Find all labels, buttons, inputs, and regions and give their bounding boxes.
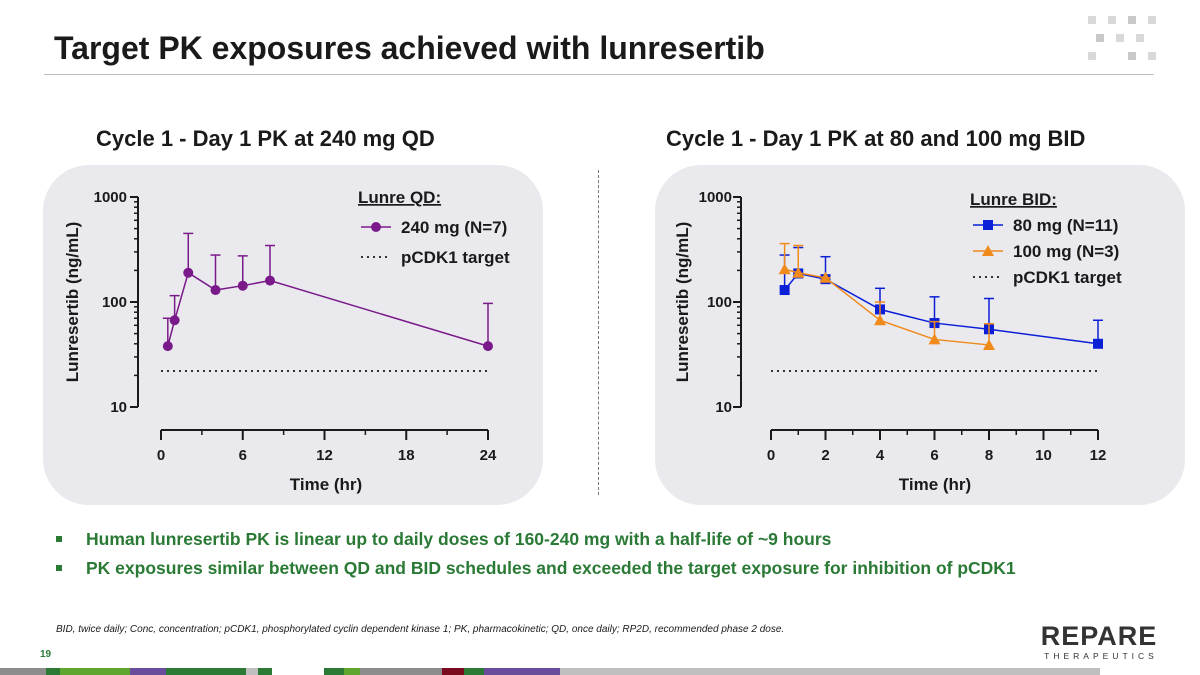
color-bar-segment xyxy=(344,668,360,675)
logo-subtitle: THERAPEUTICS xyxy=(1044,651,1158,661)
x-axis-label: Time (hr) xyxy=(290,475,362,494)
legend-reference: pCDK1 target xyxy=(361,248,510,267)
qd-pk-chart: Lunresertib (ng/mL) Time (hr) Lunre QD: … xyxy=(63,188,510,494)
page-number: 19 xyxy=(40,649,52,660)
color-bar-segment xyxy=(442,668,464,675)
x-tick-label: 10 xyxy=(1035,447,1052,464)
y-axis-label: Lunresertib (ng/mL) xyxy=(673,222,692,383)
data-point xyxy=(265,275,275,286)
data-point xyxy=(183,267,194,278)
y-tick-label: 100 xyxy=(102,294,127,311)
x-tick-label: 0 xyxy=(767,447,775,464)
data-point xyxy=(169,315,180,326)
color-bar-segment xyxy=(130,668,166,675)
x-tick-label: 12 xyxy=(316,447,333,464)
series-line xyxy=(784,268,990,346)
legend-series: 240 mg (N=7) xyxy=(361,218,507,237)
data-point xyxy=(1093,338,1103,349)
bullet-item: Human lunresertib PK is linear up to dai… xyxy=(56,525,1016,554)
data-point xyxy=(874,314,886,326)
abbreviations-footnote: BID, twice daily; Conc, concentration; p… xyxy=(56,624,785,635)
data-point xyxy=(928,333,941,345)
logo-wordmark: REPARE xyxy=(1040,621,1158,651)
legend-marker xyxy=(371,222,381,232)
bullet-item: PK exposures similar between QD and BID … xyxy=(56,554,1016,583)
footer-color-bar xyxy=(0,668,1200,675)
color-bar-segment xyxy=(166,668,246,675)
company-logo: REPARE THERAPEUTICS xyxy=(1040,622,1158,662)
legend-title: Lunre BID: xyxy=(970,190,1057,209)
x-tick-label: 24 xyxy=(480,447,497,464)
x-axis-label: Time (hr) xyxy=(899,475,971,494)
x-tick-label: 6 xyxy=(239,447,247,464)
legend-label: 240 mg (N=7) xyxy=(401,218,507,237)
y-axis-label: Lunresertib (ng/mL) xyxy=(63,222,82,383)
color-bar-segment xyxy=(258,668,272,675)
legend-label: pCDK1 target xyxy=(1013,268,1122,287)
y-tick-label: 10 xyxy=(110,399,127,416)
chart-1-title: Cycle 1 - Day 1 PK at 240 mg QD xyxy=(96,126,435,151)
legend-label: 80 mg (N=11) xyxy=(1013,216,1118,235)
page-title: Target PK exposures achieved with lunres… xyxy=(54,30,765,66)
data-point xyxy=(162,341,173,352)
color-bar-segment xyxy=(272,668,324,675)
data-point xyxy=(237,280,248,291)
x-tick-label: 8 xyxy=(985,447,993,464)
title-divider xyxy=(44,74,1154,75)
legend-label: pCDK1 target xyxy=(401,248,510,267)
data-point xyxy=(779,285,790,296)
bid-pk-chart: Lunresertib (ng/mL) Time (hr) Lunre BID:… xyxy=(673,189,1122,494)
color-bar-segment xyxy=(0,668,46,675)
x-tick-label: 6 xyxy=(930,447,938,464)
legend-title: Lunre QD: xyxy=(358,188,441,207)
x-tick-label: 4 xyxy=(876,447,885,464)
legend-reference: pCDK1 target xyxy=(973,268,1122,287)
data-point xyxy=(210,285,221,296)
x-tick-label: 18 xyxy=(398,447,415,464)
color-bar-segment xyxy=(324,668,344,675)
data-point xyxy=(792,266,805,278)
x-tick-label: 12 xyxy=(1090,447,1107,464)
data-point xyxy=(483,341,493,352)
color-bar-segment xyxy=(464,668,484,675)
y-tick-label: 1000 xyxy=(699,189,732,206)
data-point xyxy=(983,338,995,350)
decorative-dot-pattern xyxy=(1086,14,1162,64)
key-findings-list: Human lunresertib PK is linear up to dai… xyxy=(56,525,1016,583)
chart-1-panel xyxy=(43,165,543,505)
data-point xyxy=(778,263,791,275)
color-bar-segment xyxy=(484,668,560,675)
legend-series: 80 mg (N=11) 100 mg (N=3) xyxy=(973,216,1119,261)
x-tick-label: 2 xyxy=(821,447,829,464)
y-tick-label: 100 xyxy=(707,294,732,311)
color-bar-segment xyxy=(560,668,1100,675)
plot-area: 10 100 1000 0 2 4 6 8 10 12 xyxy=(699,189,1107,464)
legend-marker xyxy=(982,245,994,256)
plot-area: 10 100 1000 0 6 12 18 24 xyxy=(94,189,497,464)
data-point xyxy=(819,271,832,283)
y-tick-label: 1000 xyxy=(94,189,127,206)
color-bar-segment xyxy=(46,668,60,675)
x-tick-label: 0 xyxy=(157,447,165,464)
color-bar-segment xyxy=(60,668,130,675)
y-tick-label: 10 xyxy=(715,399,732,416)
legend-label: 100 mg (N=3) xyxy=(1013,242,1119,261)
color-bar-segment xyxy=(246,668,258,675)
color-bar-segment xyxy=(360,668,442,675)
chart-2-title: Cycle 1 - Day 1 PK at 80 and 100 mg BID xyxy=(666,126,1086,151)
chart-divider xyxy=(598,170,599,495)
legend-marker xyxy=(983,220,993,230)
